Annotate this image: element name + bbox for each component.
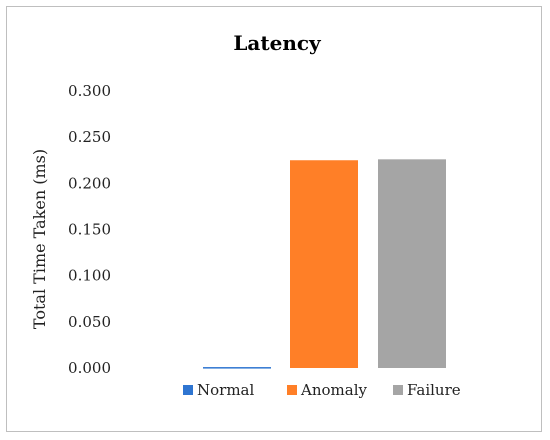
legend-swatch-failure: [393, 385, 403, 395]
y-tick-label: 0.250: [68, 128, 111, 146]
bar-chart: Latency Total Time Taken (ms) 0.000 0.050…: [30, 31, 461, 399]
y-tick-label: 0.200: [68, 174, 111, 192]
y-tick-label: 0.050: [68, 313, 111, 331]
bar-anomaly: [290, 160, 358, 368]
chart-container: Latency Total Time Taken (ms) 0.000 0.050…: [6, 6, 542, 432]
y-tick-label: 0.100: [68, 267, 111, 285]
legend: Normal Anomaly Failure: [183, 381, 461, 399]
bar-failure: [378, 159, 446, 368]
bars: [203, 159, 446, 369]
y-axis-label: Total Time Taken (ms): [30, 149, 49, 329]
chart-title: Latency: [233, 31, 322, 55]
bar-normal: [203, 367, 271, 369]
y-axis-ticks: 0.000 0.050 0.100 0.150 0.200 0.250 0.300: [68, 82, 111, 377]
y-tick-label: 0.000: [68, 359, 111, 377]
legend-label-normal: Normal: [197, 381, 254, 399]
y-tick-label: 0.300: [68, 82, 111, 100]
legend-swatch-normal: [183, 385, 193, 395]
legend-label-failure: Failure: [407, 381, 461, 399]
y-tick-label: 0.150: [68, 221, 111, 239]
legend-swatch-anomaly: [287, 385, 297, 395]
legend-label-anomaly: Anomaly: [300, 381, 367, 399]
